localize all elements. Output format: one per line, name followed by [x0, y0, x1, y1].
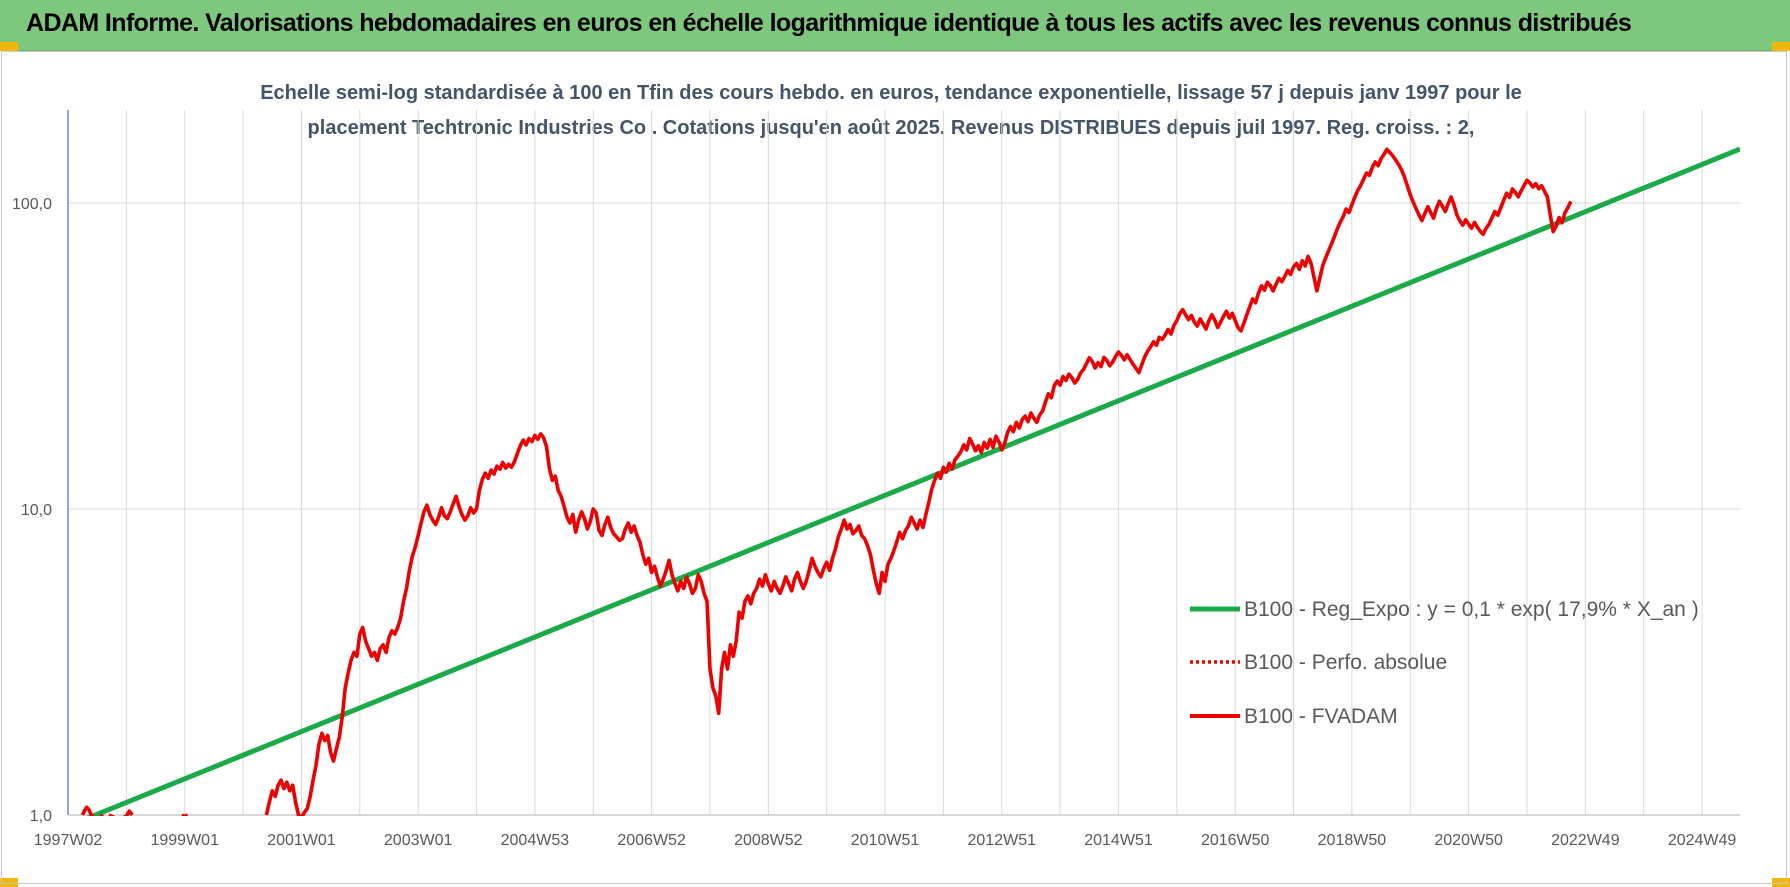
- series-layer: [80, 146, 1740, 816]
- fvadam-line: [108, 809, 134, 816]
- fvadam-line: [264, 147, 1573, 816]
- x-tick-label: 2004W53: [501, 832, 570, 849]
- page-title: ADAM Informe. Valorisations hebdomadaire…: [26, 9, 1632, 37]
- x-tick-label: 2024W49: [1668, 832, 1737, 849]
- chart-subtitle-line-2: placement Techtronic Industries Co . Cot…: [308, 117, 1475, 139]
- x-tick-label: 1999W01: [150, 832, 219, 849]
- grid-lines: [68, 110, 1740, 815]
- axes: [67, 110, 1740, 816]
- tick-labels: 1,0 10,0 100,0 1997W02 1999W01 2001W01 2003W01…: [12, 196, 1736, 849]
- x-tick-label: 2008W52: [734, 832, 803, 849]
- x-tick-label: 2014W51: [1084, 832, 1153, 849]
- y-tick-label: 10,0: [21, 502, 52, 519]
- x-tick-label: 1997W02: [34, 832, 103, 849]
- x-tick-label: 2020W50: [1434, 832, 1503, 849]
- legend-label: B100 - FVADAM: [1244, 705, 1398, 728]
- fvadam-line: [181, 813, 189, 816]
- x-tick-label: 2012W51: [968, 832, 1037, 849]
- x-tick-label: 2006W52: [617, 832, 686, 849]
- y-tick-label: 1,0: [30, 808, 52, 825]
- corner-marker-bottom-left: [0, 878, 18, 887]
- corner-marker-top-left: [0, 42, 18, 51]
- trend-line: [86, 146, 1740, 816]
- x-tick-label: 2016W50: [1201, 832, 1270, 849]
- x-tick-label: 2010W51: [851, 832, 920, 849]
- y-tick-label: 100,0: [12, 196, 52, 213]
- legend-label: B100 - Reg_Expo : y = 0,1 * exp( 17,9% *…: [1244, 598, 1699, 621]
- header-banner: ADAM Informe. Valorisations hebdomadaire…: [0, 0, 1790, 51]
- x-tick-label: 2001W01: [267, 832, 336, 849]
- legend: B100 - Reg_Expo : y = 0,1 * exp( 17,9% *…: [1190, 598, 1699, 728]
- x-tick-label: 2018W50: [1318, 832, 1387, 849]
- fvadam-line: [80, 805, 104, 816]
- corner-marker-top-right: [1772, 42, 1790, 51]
- legend-label: B100 - Perfo. absolue: [1244, 651, 1447, 674]
- chart-subtitle-line-1: Echelle semi-log standardisée à 100 en T…: [260, 82, 1522, 104]
- x-tick-label: 2022W49: [1551, 832, 1620, 849]
- chart-frame: [1, 51, 1787, 884]
- corner-marker-bottom-right: [1772, 878, 1790, 887]
- x-tick-label: 2003W01: [384, 832, 453, 849]
